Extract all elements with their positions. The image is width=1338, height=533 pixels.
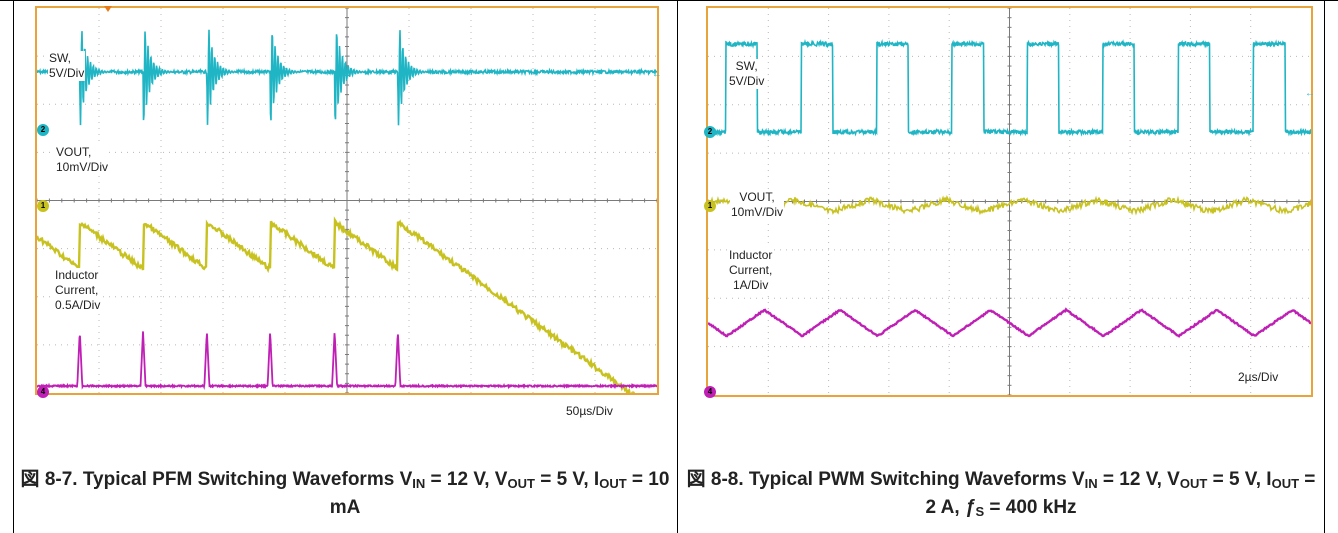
channel-1-marker-icon: 1 — [704, 200, 716, 212]
sw-label-line1: SW, — [49, 51, 72, 65]
sw-waveform — [708, 38, 1311, 137]
il-label-line1: Inductor — [55, 268, 99, 282]
trigger-marker-icon — [104, 6, 112, 12]
il-label-line1: Inductor — [729, 248, 773, 262]
vout-label: VOUT, 10mV/Div — [55, 145, 110, 175]
il-label-line2: Current, — [729, 263, 773, 277]
il-label-line3: 0.5A/Div — [55, 298, 101, 312]
timebase-label: 2µs/Div — [1238, 370, 1279, 384]
sw-label-line2: 5V/Div — [729, 74, 765, 88]
il-label: Inductor Current, 1A/Div — [728, 248, 774, 293]
il-label: Inductor Current, 0.5A/Div — [54, 268, 102, 313]
channel-1-marker-icon: 1 — [37, 200, 49, 212]
inductor-current-waveform — [37, 331, 657, 391]
scope-screen-pfm — [35, 6, 659, 395]
channel-4-marker-icon: 4 — [704, 386, 716, 398]
sw-waveform — [37, 29, 657, 126]
vout-label-line2: 10mV/Div — [56, 160, 109, 174]
figure-caption-pwm: 図 8-8. Typical PWM Switching Waveforms V… — [686, 469, 1316, 519]
vout-label-line1: VOUT, — [56, 145, 92, 159]
frame-top — [0, 0, 1338, 1]
timebase-label: 50µs/Div — [566, 404, 613, 418]
scope-screen-pwm — [706, 6, 1313, 397]
sw-label-line2: 5V/Div — [49, 66, 85, 80]
frame-right — [1324, 0, 1325, 533]
il-label-line3: 1A/Div — [733, 278, 769, 292]
ref-arrow-icon: ← — [652, 69, 662, 80]
inductor-current-waveform — [708, 307, 1311, 338]
waveform-plot-pfm — [37, 8, 657, 393]
vout-label: VOUT, 10mV/Div — [730, 190, 785, 220]
figure-caption-pfm: 図 8-7. Typical PFM Switching Waveforms V… — [20, 469, 670, 518]
il-label-line2: Current, — [55, 283, 99, 297]
sw-label: SW, 5V/Div — [728, 59, 766, 89]
sw-label-line1: SW, — [735, 59, 758, 73]
frame-center — [677, 0, 678, 533]
vout-waveform — [37, 216, 636, 393]
frame-left — [13, 0, 14, 533]
sw-label: SW, 5V/Div — [48, 51, 86, 81]
channel-2-marker-icon: 2 — [704, 126, 716, 138]
waveform-plot-pwm — [708, 8, 1311, 395]
vout-label-line1: VOUT, — [739, 190, 775, 204]
channel-4-marker-icon: 4 — [37, 386, 49, 398]
ref-arrow-icon: ← — [1305, 88, 1315, 99]
channel-2-marker-icon: 2 — [37, 124, 49, 136]
vout-waveform — [708, 195, 1311, 216]
vout-label-line2: 10mV/Div — [731, 205, 784, 219]
